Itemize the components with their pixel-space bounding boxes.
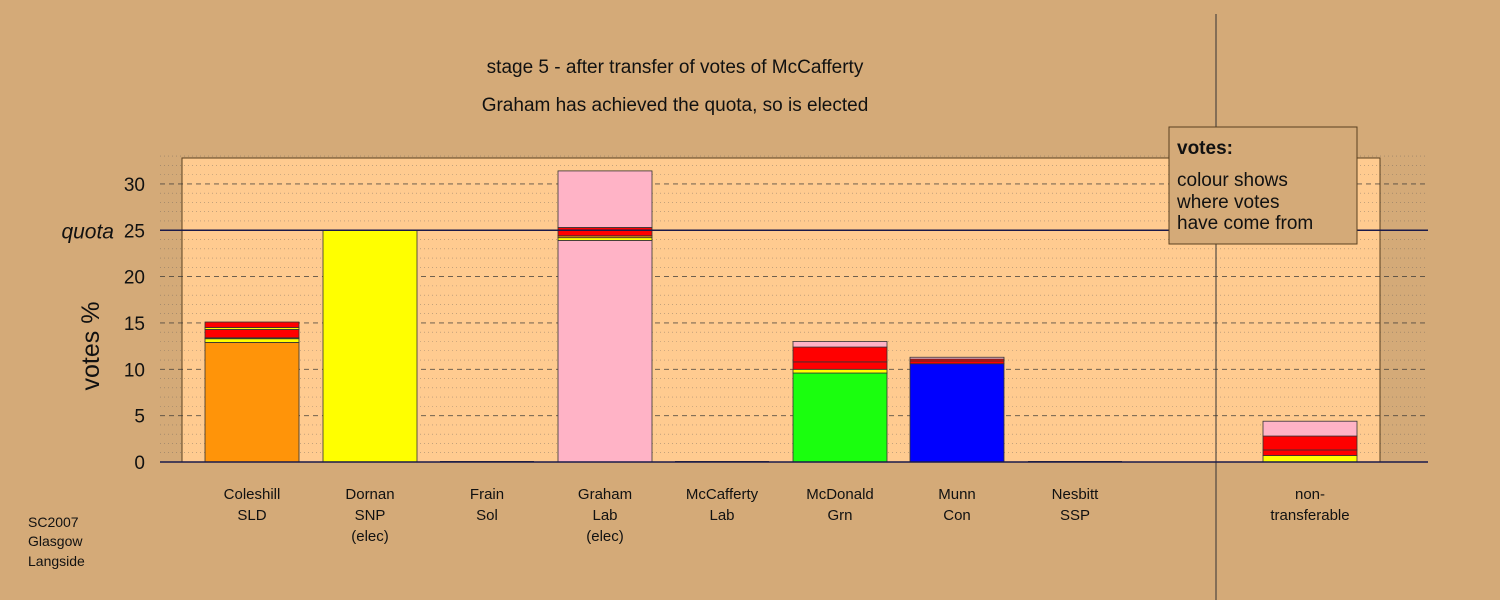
bar-segment xyxy=(204,338,300,343)
bar-segment xyxy=(1262,449,1358,456)
category-name: Nesbitt xyxy=(1052,486,1100,503)
y-tick-label: 20 xyxy=(124,268,145,289)
bar-segment xyxy=(909,356,1005,360)
category-party: Con xyxy=(943,507,971,524)
category-party: Lab xyxy=(592,507,617,524)
bar-segment xyxy=(792,368,888,374)
bar-segment xyxy=(1262,455,1358,463)
category-note: (elec) xyxy=(351,528,389,545)
bar-segment xyxy=(204,342,300,463)
category-name: Munn xyxy=(938,486,976,503)
bars xyxy=(204,170,1358,463)
category-name: Graham xyxy=(578,486,632,503)
category-name: Frain xyxy=(470,486,504,503)
y-tick-label: 5 xyxy=(134,407,145,428)
legend-line: colour shows xyxy=(1177,170,1288,191)
bar-segment xyxy=(557,237,653,241)
category-party: SLD xyxy=(237,507,266,524)
category-name: Coleshill xyxy=(224,486,281,503)
bar-segment xyxy=(792,361,888,370)
footer-caption: SC2007 Glasgow Langside xyxy=(28,514,85,569)
footer-city: Glasgow xyxy=(28,533,83,549)
category-party: Sol xyxy=(476,507,498,524)
category-party: Grn xyxy=(827,507,852,524)
legend-line: have come from xyxy=(1177,213,1313,234)
footer-election: SC2007 xyxy=(28,514,79,530)
bar-segment xyxy=(1262,435,1358,451)
category-party: Lab xyxy=(709,507,734,524)
chart-title: stage 5 - after transfer of votes of McC… xyxy=(487,57,864,78)
legend-title: votes: xyxy=(1177,138,1233,159)
category-party: transferable xyxy=(1270,507,1349,524)
legend-line: where votes xyxy=(1176,192,1279,213)
bar-segment xyxy=(204,329,300,339)
bar-segment xyxy=(557,227,653,237)
y-tick-label: 10 xyxy=(124,360,145,381)
legend-box: votes: colour shows where votes have com… xyxy=(1168,126,1358,245)
bar-segment xyxy=(909,363,1005,463)
bar-segment xyxy=(792,341,888,348)
bar-segment xyxy=(792,346,888,363)
bar-segment xyxy=(322,229,418,463)
y-tick-label: 15 xyxy=(124,314,145,335)
category-note: (elec) xyxy=(586,528,624,545)
y-tick-label: 0 xyxy=(134,453,145,474)
bar-segment xyxy=(909,360,1005,365)
category-name: Dornan xyxy=(345,486,394,503)
y-axis-title: votes % xyxy=(77,302,105,391)
bar-segment xyxy=(557,170,653,228)
y-tick-label: 25 xyxy=(124,221,145,242)
bar-segment xyxy=(204,321,300,328)
bar-segment xyxy=(1262,420,1358,437)
y-tick-label: 30 xyxy=(124,175,145,196)
category-name: McCafferty xyxy=(686,486,759,503)
category-party: SSP xyxy=(1060,507,1090,524)
bar-segment xyxy=(557,240,653,463)
category-name: non- xyxy=(1295,486,1325,503)
category-labels: Coleshill SLD Dornan SNP (elec) Frain Sol Graha… xyxy=(224,486,1350,545)
bar-segment xyxy=(792,372,888,463)
footer-constituency: Langside xyxy=(28,553,85,569)
category-name: McDonald xyxy=(806,486,874,503)
category-party: SNP xyxy=(355,507,386,524)
y-axis: 0 5 10 15 20 25 30 xyxy=(124,175,145,474)
chart-subtitle: Graham has achieved the quota, so is ele… xyxy=(482,95,869,116)
quota-label: quota xyxy=(61,220,114,243)
